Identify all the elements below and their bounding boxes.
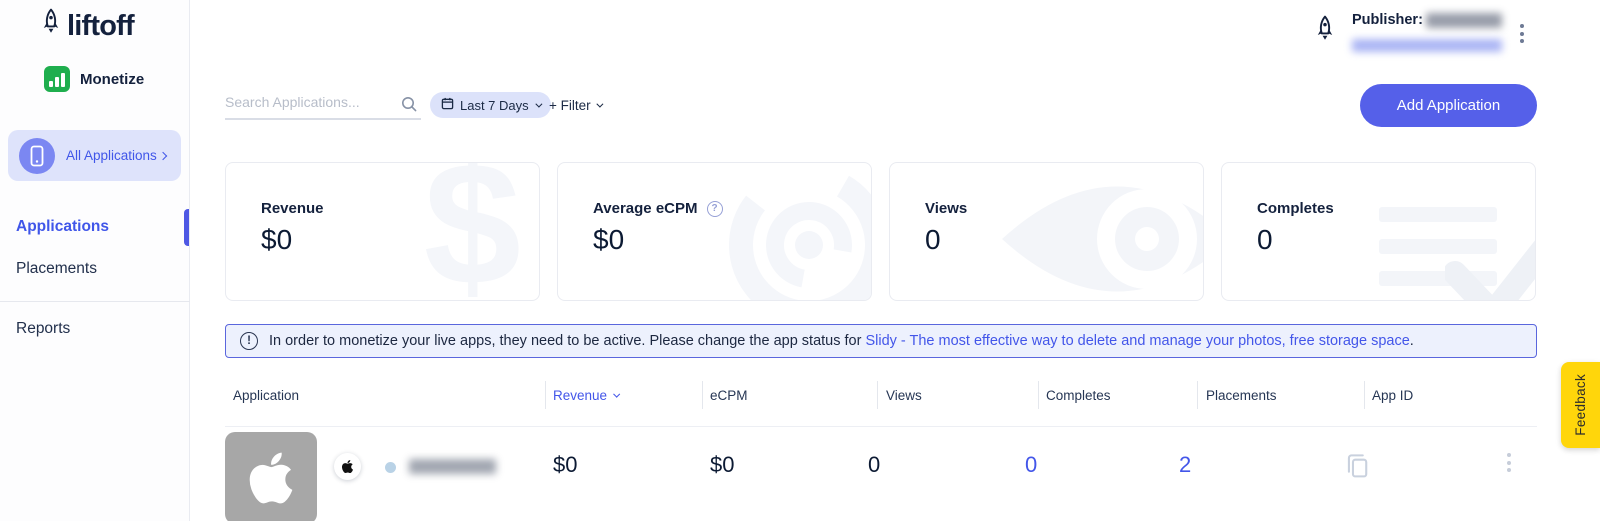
stat-card-average-ecpm: Average eCPM ? $0 — [557, 162, 872, 301]
feedback-label: Feedback — [1573, 374, 1588, 436]
sidebar-item-placements[interactable]: Placements — [16, 260, 97, 277]
publisher-name-redacted — [1426, 13, 1502, 28]
stat-value: 0 — [1257, 224, 1273, 255]
stat-card-revenue: $ Revenue $0 — [225, 162, 540, 301]
search-input[interactable] — [225, 90, 393, 110]
product-name: Monetize — [80, 70, 145, 88]
filter-dropdown[interactable]: + Filter — [549, 92, 604, 118]
header-kebab-menu[interactable] — [1520, 24, 1524, 43]
dollar-watermark-icon: $ — [423, 162, 521, 301]
cell-views: 0 — [868, 452, 881, 477]
sort-chevron-icon — [613, 390, 620, 398]
cell-placements[interactable]: 2 — [1179, 452, 1192, 477]
cell-completes[interactable]: 0 — [1025, 452, 1038, 477]
sidebar-item-applications[interactable]: Applications — [16, 218, 110, 235]
row-divider — [225, 426, 1537, 427]
alert-circle-icon: ! — [240, 332, 258, 350]
column-header-completes[interactable]: Completes — [1046, 388, 1111, 403]
copy-app-id-icon[interactable] — [1343, 451, 1371, 486]
alert-app-link[interactable]: Slidy - The most effective way to delete… — [865, 333, 1410, 349]
column-header-revenue[interactable]: Revenue — [553, 388, 620, 403]
stat-label: Views — [925, 200, 968, 217]
product-monetize: Monetize — [44, 66, 144, 92]
stat-label: Average eCPM — [593, 200, 698, 217]
help-icon[interactable]: ? — [706, 200, 723, 217]
stat-label: Completes — [1257, 200, 1334, 217]
stat-value: 0 — [925, 224, 941, 255]
stat-card-views: Views 0 — [889, 162, 1204, 301]
alert-message: In order to monetize your live apps, the… — [269, 333, 862, 349]
cell-ecpm: $0 — [710, 452, 735, 477]
publisher-rocket-icon — [1312, 15, 1338, 52]
publisher-label: Publisher: — [1352, 12, 1423, 28]
monetize-barchart-icon — [44, 66, 70, 92]
app-name-redacted — [409, 459, 496, 474]
column-header-placements[interactable]: Placements — [1206, 388, 1277, 403]
logo-text: liftoff — [67, 10, 135, 42]
eye-watermark-icon — [1002, 186, 1203, 292]
stat-card-completes: Completes 0 — [1221, 162, 1536, 301]
chevron-right-icon — [158, 151, 168, 160]
chevron-down-icon — [596, 100, 604, 108]
publisher-email-redacted — [1352, 39, 1502, 52]
search-applications-field — [225, 90, 421, 120]
date-range-label: Last 7 Days — [460, 97, 529, 113]
add-application-button[interactable]: Add Application — [1360, 84, 1537, 127]
phone-icon — [19, 137, 55, 174]
apple-logo-icon — [249, 452, 293, 504]
column-header-app-id[interactable]: App ID — [1372, 388, 1414, 403]
column-header-application[interactable]: Application — [233, 388, 300, 403]
all-applications-selector[interactable]: All Applications — [8, 130, 181, 181]
date-range-dropdown[interactable]: Last 7 Days — [430, 92, 551, 118]
sidebar: liftoff Monetize All Applications Applic… — [0, 0, 190, 521]
checklist-watermark-icon — [1379, 207, 1497, 222]
column-header-views[interactable]: Views — [886, 388, 922, 403]
status-alert-banner: ! In order to monetize your live apps, t… — [225, 324, 1537, 358]
apple-logo-icon — [341, 459, 354, 474]
column-header-ecpm[interactable]: eCPM — [710, 388, 748, 403]
target-watermark-icon — [729, 165, 871, 300]
rocket-icon — [38, 8, 64, 45]
stat-label: Revenue — [261, 200, 324, 217]
cell-revenue: $0 — [553, 452, 578, 477]
all-applications-label: All Applications — [66, 148, 157, 163]
active-nav-indicator — [184, 209, 189, 246]
stat-value: $0 — [593, 224, 625, 255]
filter-label: + Filter — [549, 97, 591, 113]
feedback-tab[interactable]: Feedback — [1561, 362, 1600, 448]
row-kebab-menu[interactable] — [1507, 453, 1511, 472]
search-icon — [401, 96, 417, 117]
calendar-icon — [441, 97, 454, 113]
app-status-dot — [385, 462, 396, 473]
chevron-down-icon — [535, 100, 543, 108]
sidebar-divider — [0, 301, 190, 302]
sidebar-item-reports[interactable]: Reports — [16, 320, 71, 337]
platform-badge-ios — [334, 453, 361, 480]
alert-suffix: . — [1409, 333, 1414, 349]
stat-value: $0 — [261, 224, 293, 255]
check-watermark-icon — [1445, 240, 1535, 300]
liftoff-logo: liftoff — [38, 8, 135, 45]
app-thumbnail[interactable] — [225, 432, 317, 521]
